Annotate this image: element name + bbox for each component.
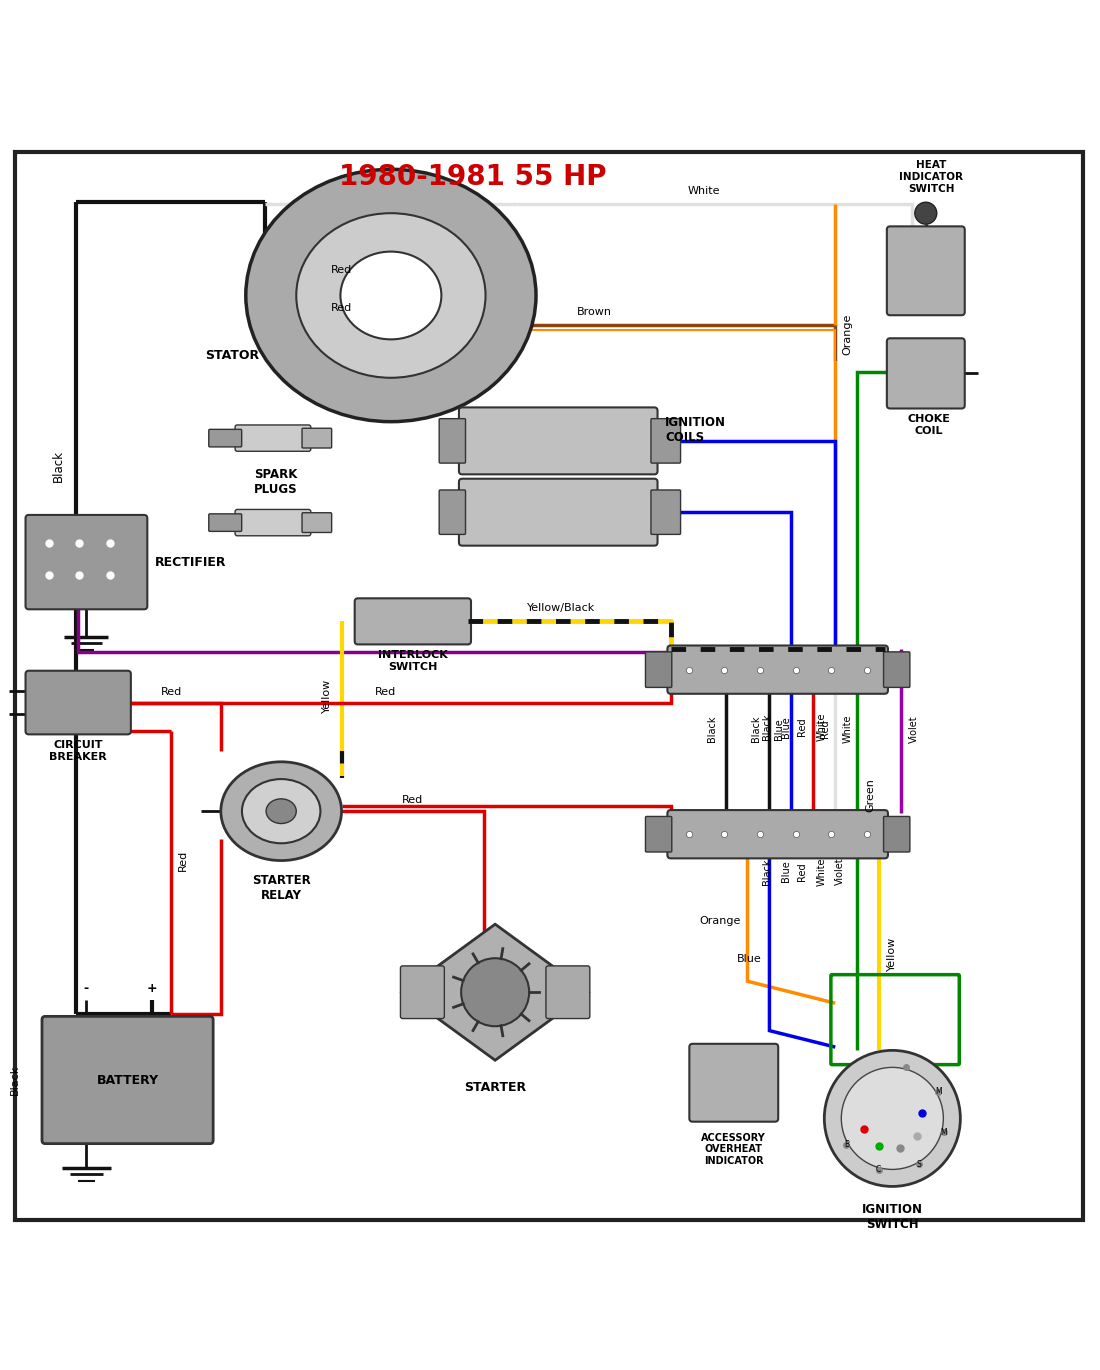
FancyBboxPatch shape (25, 671, 131, 734)
Text: Red: Red (161, 686, 183, 696)
Text: Red: Red (331, 303, 352, 312)
Text: White: White (843, 715, 852, 743)
FancyBboxPatch shape (668, 645, 888, 693)
Text: Brown: Brown (576, 307, 612, 316)
FancyBboxPatch shape (651, 419, 681, 463)
FancyBboxPatch shape (354, 599, 471, 644)
Text: Red: Red (403, 795, 424, 806)
FancyBboxPatch shape (235, 425, 311, 451)
FancyBboxPatch shape (302, 512, 332, 533)
Text: Red: Red (375, 686, 396, 696)
Text: Black: Black (762, 858, 772, 885)
Ellipse shape (340, 252, 441, 340)
Text: +: + (147, 982, 157, 996)
Text: CIRCUIT
BREAKER: CIRCUIT BREAKER (50, 740, 107, 762)
Text: IGNITION
SWITCH: IGNITION SWITCH (861, 1203, 923, 1232)
FancyBboxPatch shape (883, 817, 910, 852)
Text: Blue: Blue (781, 715, 791, 737)
FancyBboxPatch shape (439, 490, 465, 534)
Text: Blue: Blue (781, 860, 791, 882)
FancyBboxPatch shape (887, 226, 965, 315)
Text: SPARK
PLUGS: SPARK PLUGS (254, 469, 297, 496)
FancyBboxPatch shape (651, 490, 681, 534)
FancyBboxPatch shape (42, 1017, 213, 1144)
FancyBboxPatch shape (439, 419, 465, 463)
Text: Black: Black (10, 1064, 20, 1095)
Circle shape (461, 958, 529, 1026)
Text: Violet: Violet (910, 715, 920, 743)
Text: Black: Black (52, 449, 65, 482)
Text: Yellow: Yellow (322, 680, 332, 714)
Text: HEAT
INDICATOR
SWITCH: HEAT INDICATOR SWITCH (900, 160, 964, 193)
Text: White: White (817, 858, 827, 886)
Text: Orange: Orange (843, 314, 852, 355)
Text: Violet: Violet (835, 858, 845, 885)
Text: Red: Red (798, 718, 807, 736)
Ellipse shape (296, 214, 485, 378)
FancyBboxPatch shape (209, 514, 242, 532)
Text: Red: Red (798, 862, 807, 881)
Text: STARTER
RELAY: STARTER RELAY (252, 874, 310, 901)
Text: M: M (940, 1128, 947, 1137)
Text: INTERLOCK
SWITCH: INTERLOCK SWITCH (378, 649, 448, 671)
FancyBboxPatch shape (459, 407, 658, 474)
Text: Orange: Orange (700, 917, 740, 926)
FancyBboxPatch shape (235, 510, 311, 536)
Ellipse shape (245, 170, 536, 422)
Text: Black: Black (762, 714, 772, 740)
FancyBboxPatch shape (646, 652, 672, 688)
FancyBboxPatch shape (690, 1044, 778, 1122)
Text: Black: Black (751, 715, 761, 743)
Text: M: M (935, 1088, 942, 1096)
Text: 1980-1981 55 HP: 1980-1981 55 HP (340, 163, 607, 190)
FancyBboxPatch shape (883, 652, 910, 688)
Text: Blue: Blue (737, 955, 762, 964)
Ellipse shape (242, 780, 320, 844)
Text: B: B (844, 1140, 849, 1149)
Text: Red: Red (177, 849, 187, 871)
Text: White: White (688, 186, 719, 196)
Circle shape (915, 203, 937, 225)
Text: BATTERY: BATTERY (97, 1074, 158, 1086)
Polygon shape (402, 925, 588, 1060)
Text: C: C (876, 1164, 881, 1174)
Text: Yellow/Black: Yellow/Black (527, 603, 595, 614)
Text: CHOKE
COIL: CHOKE COIL (908, 414, 950, 436)
FancyBboxPatch shape (25, 515, 147, 610)
Text: -: - (84, 982, 89, 996)
Text: Green: Green (866, 778, 876, 811)
Text: STATOR: STATOR (205, 349, 258, 362)
FancyBboxPatch shape (887, 338, 965, 408)
Text: Blue: Blue (774, 718, 784, 740)
Ellipse shape (221, 762, 341, 860)
FancyBboxPatch shape (400, 966, 444, 1018)
Text: Red: Red (821, 719, 830, 738)
FancyBboxPatch shape (459, 478, 658, 545)
FancyBboxPatch shape (646, 817, 672, 852)
Text: IGNITION
COILS: IGNITION COILS (666, 416, 726, 444)
Ellipse shape (266, 799, 296, 823)
Circle shape (824, 1051, 960, 1186)
FancyBboxPatch shape (302, 429, 332, 448)
Text: STARTER: STARTER (464, 1081, 526, 1095)
FancyBboxPatch shape (209, 429, 242, 447)
FancyBboxPatch shape (546, 966, 590, 1018)
Text: White: White (817, 712, 827, 741)
Text: ACCESSORY
OVERHEAT
INDICATOR: ACCESSORY OVERHEAT INDICATOR (702, 1133, 767, 1166)
Circle shape (842, 1067, 944, 1170)
Text: RECTIFIER: RECTIFIER (155, 556, 227, 569)
Text: Yellow: Yellow (888, 937, 898, 971)
Text: Black: Black (707, 715, 717, 743)
FancyBboxPatch shape (668, 810, 888, 859)
Text: S: S (916, 1160, 921, 1169)
Text: Red: Red (331, 266, 352, 275)
